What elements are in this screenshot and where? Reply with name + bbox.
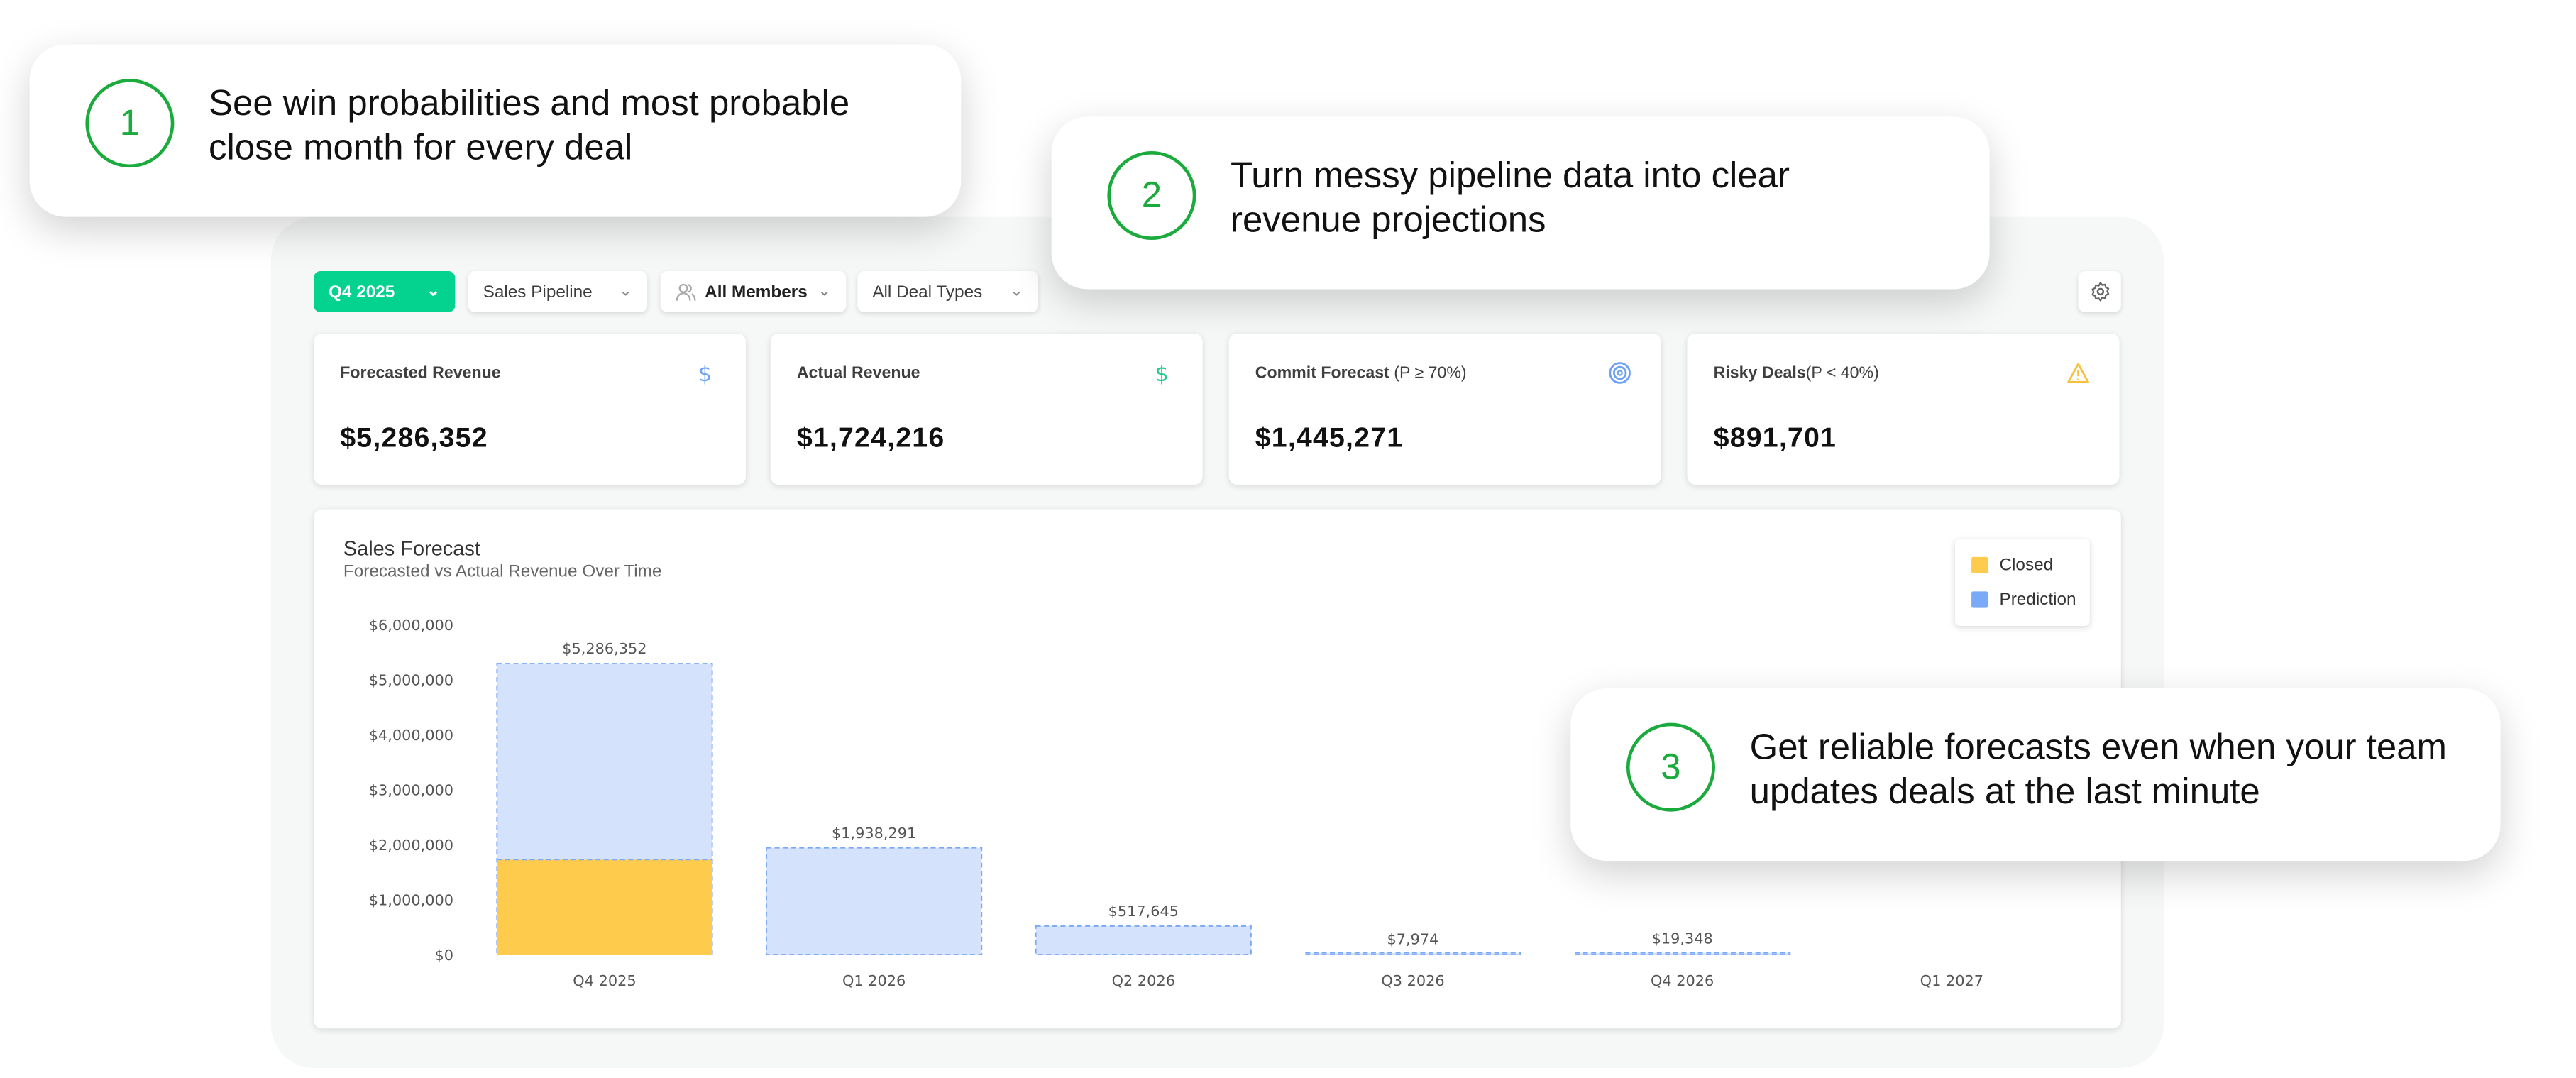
members-value: All Members [705, 282, 808, 302]
kpi-label: Actual Revenue [796, 364, 920, 383]
warning-icon [2067, 363, 2089, 383]
period-value: Q4 2025 [329, 282, 395, 302]
callout-2: 2 Turn messy pipeline data into clear re… [1051, 116, 1990, 290]
y-tick-label: $1,000,000 [369, 892, 453, 909]
chart-title: Sales Forecast [343, 537, 480, 561]
kpi-card-commit-forecast: Commit Forecast (P ≥ 70%) $1,445,271 [1228, 333, 1661, 485]
prediction-bar [1304, 952, 1521, 955]
kpi-label: Commit Forecast (P ≥ 70%) [1255, 364, 1467, 383]
prediction-bar [766, 847, 983, 955]
x-tick-label: Q2 2026 [1112, 972, 1175, 989]
step-number-badge: 3 [1626, 722, 1715, 812]
callout-text: See win probabilities and most probable … [209, 82, 850, 168]
target-icon [1609, 362, 1631, 384]
kpi-card-risky-deals: Risky Deals(P < 40%) $891,701 [1687, 333, 2120, 485]
deal-types-dropdown[interactable]: All Deal Types ⌄ [857, 270, 1039, 312]
legend-swatch [1971, 591, 1988, 608]
y-tick-label: $6,000,000 [369, 617, 453, 634]
kpi-value: $891,701 [1713, 422, 1837, 453]
dollar-icon: $ [1155, 362, 1169, 385]
kpi-value: $1,445,271 [1255, 422, 1404, 453]
settings-button[interactable] [2078, 270, 2121, 312]
kpi-card-forecasted-revenue: Forecasted Revenue $ $5,286,352 [314, 333, 747, 485]
dollar-icon: $ [698, 362, 712, 385]
sales-forecast-chart-card: Sales Forecast Forecasted vs Actual Reve… [314, 509, 2121, 1029]
period-dropdown[interactable]: Q4 2025 ⌄ [314, 270, 456, 312]
chart-subtitle: Forecasted vs Actual Revenue Over Time [343, 561, 662, 582]
prediction-bar [1574, 952, 1791, 955]
kpi-card-actual-revenue: Actual Revenue $ $1,724,216 [770, 333, 1203, 485]
data-label: $517,645 [1108, 903, 1179, 920]
x-tick-label: Q4 2026 [1651, 972, 1714, 989]
chevron-down-icon: ⌄ [426, 282, 441, 301]
callout-text: Turn messy pipeline data into clear reve… [1231, 154, 1790, 241]
pipeline-value: Sales Pipeline [483, 282, 593, 302]
legend-item-prediction[interactable]: Prediction [1971, 590, 2076, 610]
svg-text:$: $ [698, 362, 712, 385]
data-label: $1,938,291 [832, 825, 916, 842]
chevron-down-icon: ⌄ [818, 282, 832, 301]
x-tick-label: Q1 2026 [842, 972, 906, 989]
y-tick-label: $3,000,000 [369, 782, 453, 799]
x-tick-label: Q4 2025 [573, 972, 636, 989]
x-tick-label: Q3 2026 [1381, 972, 1444, 989]
data-label: $7,974 [1387, 931, 1439, 948]
kpi-label: Forecasted Revenue [340, 364, 501, 383]
chart-legend: Closed Prediction [1954, 539, 2090, 627]
legend-item-closed[interactable]: Closed [1971, 556, 2053, 575]
kpi-value: $5,286,352 [340, 422, 488, 453]
step-number-badge: 1 [85, 79, 175, 168]
deal-types-value: All Deal Types [872, 282, 983, 302]
kpi-label: Risky Deals(P < 40%) [1713, 364, 1879, 383]
callout-1: 1 See win probabilities and most probabl… [29, 44, 962, 217]
closed-bar [497, 859, 712, 955]
y-tick-label: $4,000,000 [369, 727, 453, 744]
chevron-down-icon: ⌄ [618, 282, 633, 301]
step-number-badge: 2 [1107, 150, 1196, 241]
pipeline-dropdown[interactable]: Sales Pipeline ⌄ [468, 270, 648, 312]
kpi-value: $1,724,216 [796, 422, 945, 453]
y-tick-label: $2,000,000 [369, 837, 453, 854]
legend-swatch [1971, 556, 1988, 573]
prediction-bar [1035, 925, 1252, 955]
chevron-down-icon: ⌄ [1009, 282, 1024, 301]
gear-icon [2091, 282, 2109, 302]
x-tick-label: Q1 2027 [1920, 972, 1983, 989]
y-tick-label: $0 [434, 947, 453, 964]
callout-3: 3 Get reliable forecasts even when your … [1570, 688, 2501, 862]
bar-chart: $0 $1,000,000 $2,000,000 $3,000,000 $4,000,0… [369, 617, 1983, 989]
users-icon [676, 282, 696, 300]
members-dropdown[interactable]: All Members ⌄ [660, 270, 847, 312]
y-tick-label: $5,000,000 [369, 671, 453, 688]
svg-text:$: $ [1155, 362, 1169, 385]
callout-text: Get reliable forecasts even when your te… [1749, 726, 2447, 812]
data-label: $5,286,352 [562, 640, 646, 657]
data-label: $19,348 [1652, 930, 1713, 947]
